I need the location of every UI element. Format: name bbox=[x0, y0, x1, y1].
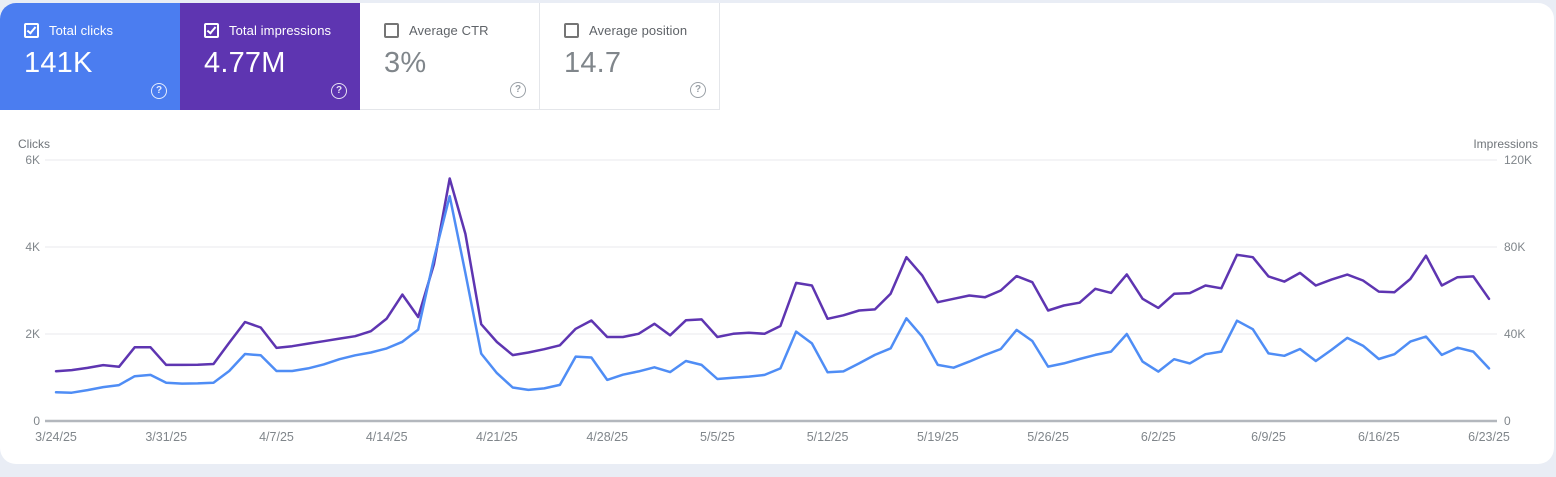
chart-label: 6K bbox=[25, 153, 40, 167]
chart-label: 5/19/25 bbox=[917, 430, 959, 444]
chart-label: 4/14/25 bbox=[366, 430, 408, 444]
metric-card-average-position[interactable]: Average position 14.7 ? bbox=[540, 3, 720, 110]
chart-label: 4/21/25 bbox=[476, 430, 518, 444]
card-header: Average CTR bbox=[384, 23, 539, 38]
checkbox-average-position[interactable] bbox=[564, 23, 579, 38]
chart-label: 5/26/25 bbox=[1027, 430, 1069, 444]
chart-label: 6/16/25 bbox=[1358, 430, 1400, 444]
chart-label: 6/23/25 bbox=[1468, 430, 1510, 444]
chart-label: 40K bbox=[1504, 327, 1525, 341]
chart-label: 5/5/25 bbox=[700, 430, 735, 444]
metric-value: 4.77M bbox=[204, 47, 286, 79]
chart-label: 0 bbox=[1504, 414, 1511, 428]
metric-value: 141K bbox=[24, 47, 93, 79]
help-icon[interactable]: ? bbox=[510, 82, 526, 98]
metric-value: 3% bbox=[384, 47, 427, 79]
card-header: Average position bbox=[564, 23, 719, 38]
help-icon[interactable]: ? bbox=[151, 83, 167, 99]
metric-label: Average CTR bbox=[409, 23, 489, 38]
chart-label: 6/2/25 bbox=[1141, 430, 1176, 444]
chart-label: 4K bbox=[25, 240, 40, 254]
chart-label: 4/28/25 bbox=[586, 430, 628, 444]
card-header: Total clicks bbox=[24, 23, 180, 38]
checkbox-total-impressions[interactable] bbox=[204, 23, 219, 38]
help-icon[interactable]: ? bbox=[331, 83, 347, 99]
metric-label: Total impressions bbox=[229, 23, 332, 38]
card-header: Total impressions bbox=[204, 23, 360, 38]
metric-value: 14.7 bbox=[564, 47, 622, 79]
chart-label: 0 bbox=[33, 414, 40, 428]
performance-panel: Total clicks 141K ? Total impressions 4.… bbox=[0, 3, 1554, 464]
impressions-line[interactable] bbox=[54, 177, 1491, 373]
checkbox-total-clicks[interactable] bbox=[24, 23, 39, 38]
chart-label: 6/9/25 bbox=[1251, 430, 1286, 444]
chart-label: 4/7/25 bbox=[259, 430, 294, 444]
clicks-line[interactable] bbox=[54, 194, 1491, 394]
help-icon[interactable]: ? bbox=[690, 82, 706, 98]
checkbox-average-ctr[interactable] bbox=[384, 23, 399, 38]
chart-label: 3/31/25 bbox=[145, 430, 187, 444]
chart-label: Impressions bbox=[1473, 137, 1538, 151]
chart-label: 5/12/25 bbox=[807, 430, 849, 444]
chart-label: 120K bbox=[1504, 153, 1532, 167]
metric-card-average-ctr[interactable]: Average CTR 3% ? bbox=[360, 3, 540, 110]
metric-card-total-impressions[interactable]: Total impressions 4.77M ? bbox=[180, 3, 360, 110]
metric-card-total-clicks[interactable]: Total clicks 141K ? bbox=[0, 3, 180, 110]
chart-label: 80K bbox=[1504, 240, 1525, 254]
chart-label: 3/24/25 bbox=[35, 430, 77, 444]
metric-label: Average position bbox=[589, 23, 688, 38]
metric-cards: Total clicks 141K ? Total impressions 4.… bbox=[0, 3, 720, 110]
chart-label: 2K bbox=[25, 327, 40, 341]
metric-label: Total clicks bbox=[49, 23, 114, 38]
chart-label: Clicks bbox=[18, 137, 50, 151]
